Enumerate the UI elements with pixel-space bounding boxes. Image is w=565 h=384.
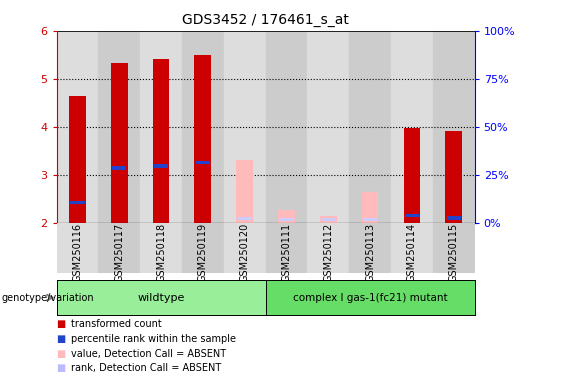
Bar: [224, 31, 266, 223]
Text: GSM250113: GSM250113: [365, 223, 375, 282]
Bar: [391, 31, 433, 223]
Text: GSM250120: GSM250120: [240, 223, 250, 282]
Text: GSM250118: GSM250118: [156, 223, 166, 282]
Text: ■: ■: [56, 349, 66, 359]
Bar: [70, 201, 85, 204]
Text: GSM250119: GSM250119: [198, 223, 208, 282]
Bar: [307, 31, 349, 223]
Bar: [321, 218, 336, 221]
Bar: [237, 217, 252, 220]
Text: ■: ■: [56, 334, 66, 344]
Bar: [279, 218, 294, 221]
Text: ■: ■: [56, 363, 66, 373]
Bar: [98, 31, 140, 223]
Bar: [140, 31, 182, 223]
Bar: [433, 223, 475, 273]
Bar: [153, 59, 170, 223]
Text: rank, Detection Call = ABSENT: rank, Detection Call = ABSENT: [71, 363, 221, 373]
Text: value, Detection Call = ABSENT: value, Detection Call = ABSENT: [71, 349, 226, 359]
Text: complex I gas-1(fc21) mutant: complex I gas-1(fc21) mutant: [293, 293, 447, 303]
Bar: [266, 223, 307, 273]
Bar: [363, 218, 377, 221]
Bar: [391, 223, 433, 273]
Bar: [266, 31, 307, 223]
Bar: [446, 216, 461, 220]
Bar: [349, 31, 391, 223]
Bar: [403, 127, 420, 223]
Bar: [69, 96, 86, 223]
Bar: [236, 161, 253, 223]
Bar: [195, 161, 210, 164]
Bar: [56, 31, 98, 223]
Bar: [349, 223, 391, 273]
Bar: [278, 210, 295, 223]
Text: GSM250111: GSM250111: [281, 223, 292, 282]
Bar: [194, 55, 211, 223]
Bar: [433, 31, 475, 223]
Bar: [140, 223, 182, 273]
Text: genotype/variation: genotype/variation: [1, 293, 94, 303]
Bar: [112, 166, 127, 170]
Text: transformed count: transformed count: [71, 319, 162, 329]
Text: ■: ■: [56, 319, 66, 329]
Bar: [111, 63, 128, 223]
Text: GSM250112: GSM250112: [323, 223, 333, 282]
Bar: [445, 131, 462, 223]
Text: GSM250116: GSM250116: [72, 223, 82, 282]
Title: GDS3452 / 176461_s_at: GDS3452 / 176461_s_at: [182, 13, 349, 27]
Text: GSM250114: GSM250114: [407, 223, 417, 282]
Text: percentile rank within the sample: percentile rank within the sample: [71, 334, 236, 344]
Bar: [154, 164, 168, 168]
Text: GSM250115: GSM250115: [449, 223, 459, 282]
Bar: [56, 223, 98, 273]
Text: GSM250117: GSM250117: [114, 223, 124, 282]
Bar: [98, 223, 140, 273]
Bar: [182, 223, 224, 273]
Bar: [362, 192, 379, 223]
Bar: [320, 216, 337, 223]
Bar: [224, 223, 266, 273]
Bar: [182, 31, 224, 223]
Text: wildtype: wildtype: [137, 293, 185, 303]
Bar: [307, 223, 349, 273]
Bar: [405, 214, 419, 217]
